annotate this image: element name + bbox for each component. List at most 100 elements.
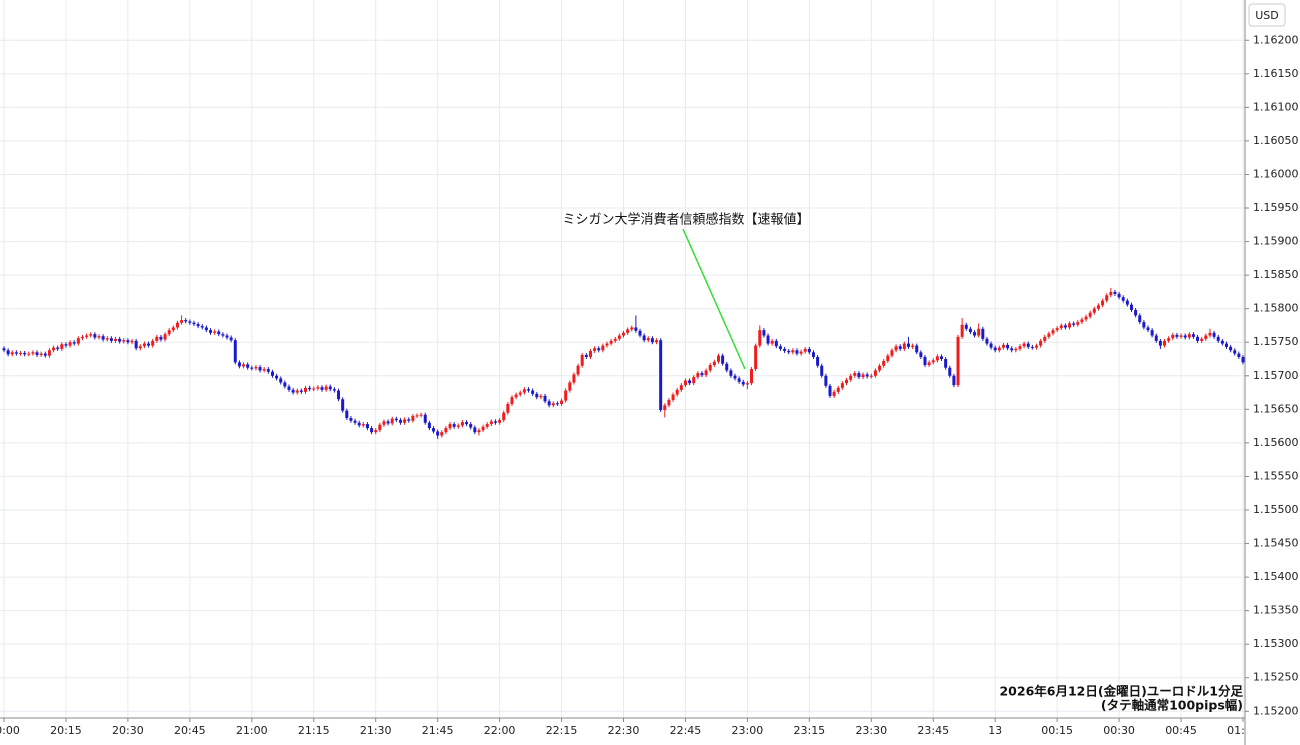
candle-body — [473, 427, 477, 433]
candle-body — [584, 354, 588, 357]
candle-body — [588, 350, 592, 357]
candle-body — [221, 334, 225, 336]
candle-body — [886, 355, 890, 362]
candle-body — [601, 345, 605, 351]
candle-body — [646, 338, 650, 341]
y-tick-label: 1.16000 — [1253, 167, 1299, 180]
candle-body — [824, 375, 828, 386]
candle-body — [1212, 332, 1216, 337]
candle-body — [192, 322, 196, 325]
grid — [0, 0, 1245, 718]
candle-body — [436, 431, 440, 436]
candle-body — [522, 389, 526, 393]
candle-body — [873, 370, 877, 376]
candle-body — [733, 375, 737, 379]
x-tick-label: 00:15 — [1041, 724, 1073, 737]
candle-body — [452, 424, 456, 427]
candle-body — [630, 327, 634, 330]
candle-body — [498, 420, 502, 423]
candle-body — [1146, 327, 1150, 331]
candle-body — [795, 350, 799, 354]
candle-body — [1030, 346, 1034, 348]
candle-body — [398, 420, 402, 423]
candle-body — [159, 336, 163, 340]
candle-body — [981, 328, 985, 339]
candle-body — [1129, 304, 1133, 311]
y-tick-label: 1.15900 — [1253, 235, 1299, 248]
candle-body — [820, 365, 824, 376]
candle-body — [1237, 353, 1241, 357]
candle-body — [72, 342, 76, 344]
candle-body — [283, 382, 287, 387]
candle-body — [394, 418, 398, 421]
candle-body — [547, 401, 551, 406]
candle-body — [427, 422, 431, 429]
y-tick-label: 1.15600 — [1253, 436, 1299, 449]
candle-body — [14, 352, 18, 354]
candle-body — [527, 389, 531, 391]
candle-body — [171, 327, 175, 331]
candle-body — [390, 418, 394, 424]
candle-body — [882, 361, 886, 366]
candle-body — [857, 373, 861, 378]
candle-body — [894, 346, 898, 351]
candle-body — [555, 403, 559, 405]
candle-body — [85, 335, 89, 337]
candle-body — [1043, 336, 1047, 341]
candle-body — [708, 365, 712, 371]
candle-body — [47, 350, 51, 356]
candle-body — [114, 338, 118, 341]
y-tick-label: 1.15950 — [1253, 201, 1299, 214]
candle-body — [1138, 315, 1142, 323]
y-tick-label: 1.15800 — [1253, 302, 1299, 315]
candle-body — [935, 356, 939, 361]
y-tick-label: 1.15450 — [1253, 537, 1299, 550]
candle-body — [134, 340, 138, 349]
candle-body — [861, 374, 865, 378]
candle-body — [1092, 308, 1096, 313]
candle-body — [1068, 323, 1072, 328]
candle-body — [1088, 312, 1092, 317]
candle-body — [754, 345, 758, 370]
annotations: ミシガン大学消費者信頼感指数【速報値】 2026年6月12日(金曜日)ユーロドル… — [562, 212, 1243, 713]
candle-body — [151, 340, 155, 346]
candle-body — [1175, 334, 1179, 337]
candle-body — [308, 387, 312, 390]
candle-body — [1220, 340, 1224, 344]
y-axis-label: USD — [1255, 9, 1279, 22]
candle-body — [758, 330, 762, 346]
candle-body — [1241, 356, 1245, 363]
candle-body — [1076, 322, 1080, 325]
candle-body — [655, 340, 659, 343]
y-tick-label: 1.15700 — [1253, 369, 1299, 382]
candle-body — [126, 340, 130, 343]
candle-body — [382, 421, 386, 425]
candle-body — [1154, 335, 1158, 341]
candle-body — [816, 356, 820, 366]
y-tick-label: 1.15200 — [1253, 704, 1299, 717]
candle-body — [1196, 336, 1200, 341]
candle-body — [97, 336, 101, 338]
candle-body — [184, 320, 188, 322]
candle-body — [1105, 295, 1109, 301]
candle-body — [1006, 344, 1010, 349]
candle-body — [341, 399, 345, 411]
candle-body — [609, 340, 613, 344]
y-tick-label: 1.15350 — [1253, 604, 1299, 617]
candle-body — [597, 348, 601, 351]
candle-body — [209, 330, 212, 333]
candle-body — [167, 330, 171, 335]
candle-body — [807, 348, 811, 353]
candle-body — [560, 400, 564, 404]
candle-body — [510, 397, 514, 404]
candle-body — [551, 403, 555, 406]
candle-body — [679, 385, 683, 390]
candle-body — [1216, 336, 1220, 341]
x-tick-label: 22:15 — [546, 724, 578, 737]
candle-body — [365, 424, 369, 429]
x-tick-label: 23:45 — [917, 724, 949, 737]
candle-body — [465, 422, 469, 425]
candle-body — [1014, 348, 1018, 351]
candle-body — [6, 350, 10, 355]
